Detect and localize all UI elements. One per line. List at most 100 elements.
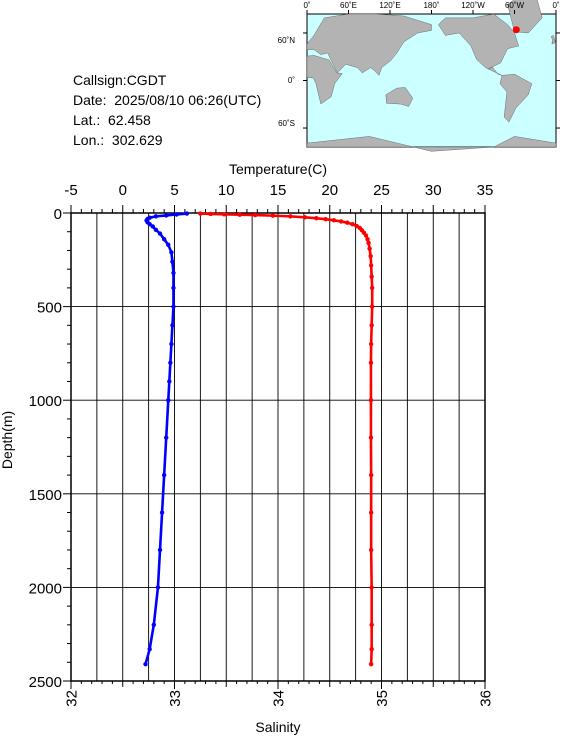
- temperature-point: [368, 510, 374, 515]
- salinity-tick-label: 33: [167, 690, 184, 707]
- salinity-point: [147, 222, 152, 227]
- temperature-point: [367, 246, 372, 251]
- grid-lines: [70, 213, 486, 681]
- temperature-point: [221, 212, 227, 217]
- temperature-point: [288, 214, 293, 219]
- salinity-point: [153, 214, 159, 219]
- salinity-point: [147, 646, 152, 652]
- salinity-point: [151, 622, 156, 628]
- temperature-point: [208, 211, 213, 217]
- frame-ticks: [63, 205, 486, 689]
- map-lon-label-5: 60˚W: [505, 1, 525, 10]
- salinity-point: [169, 250, 174, 255]
- temperature-point: [338, 219, 344, 224]
- temperature-point: [345, 220, 350, 225]
- temperature-point: [331, 218, 337, 223]
- temp-tick-label: 10: [218, 182, 235, 199]
- temp-tick-label: 30: [425, 182, 442, 199]
- map-lat-label-0: 60˚N: [278, 36, 296, 45]
- world-map: 0˚ 60˚E 120˚E 180˚ 120˚W 60˚W 0˚ 60˚N 0˚…: [278, 0, 560, 152]
- salinity-point: [164, 435, 169, 440]
- map-land: [306, 0, 557, 152]
- salinity-axis-label: Salinity: [255, 719, 300, 735]
- salinity-point: [174, 212, 179, 217]
- callsign-text: Callsign:CGDT: [73, 72, 167, 88]
- temperature-point: [302, 215, 308, 220]
- cast-info: Callsign:CGDT Date: 2025/08/10 06:26(UTC…: [73, 70, 261, 150]
- temperature-point: [369, 285, 375, 291]
- salinity-point: [161, 472, 167, 478]
- temp-tick-label: -5: [64, 182, 77, 199]
- salinity-point: [150, 224, 155, 229]
- temp-tick-label: 20: [321, 182, 338, 199]
- map-ticks: [303, 10, 560, 129]
- temperature-point: [368, 398, 374, 403]
- temperature-point: [237, 212, 242, 217]
- station-marker: [512, 26, 520, 34]
- map-uk: [550, 35, 556, 45]
- temperature-point: [198, 211, 203, 216]
- temp-tick-label: 0: [119, 182, 127, 199]
- map-lon-label-3: 180˚: [423, 1, 439, 10]
- temp-tick-label: 25: [373, 182, 390, 199]
- salinity-point: [155, 585, 161, 590]
- salinity-point: [171, 285, 176, 291]
- salinity-point: [166, 242, 171, 248]
- temp-tick-label: 15: [270, 182, 287, 199]
- salinity-point: [164, 213, 169, 218]
- salinity-point: [170, 259, 175, 264]
- map-lon-label-0: 0˚: [303, 1, 310, 10]
- longitude-text: Lon.: 302.629: [73, 132, 163, 148]
- salinity-point: [157, 231, 163, 236]
- salinity-point: [171, 304, 176, 309]
- map-lat-label-2: 60˚S: [278, 119, 295, 128]
- temperature-point: [368, 253, 373, 259]
- map-antarctica: [306, 136, 557, 152]
- temperature-point: [368, 435, 374, 440]
- temperature-point: [350, 222, 355, 227]
- salinity-point: [184, 211, 190, 216]
- temperature-point: [323, 216, 328, 222]
- salinity-tick-label: 36: [478, 690, 495, 707]
- depth-tick-label: 2500: [29, 674, 62, 691]
- depth-tick-label: 2000: [29, 580, 62, 597]
- temperature-point: [253, 212, 258, 218]
- temp-tick-label: 5: [170, 182, 178, 199]
- temperature-point: [369, 323, 374, 328]
- salinity-point: [157, 547, 163, 553]
- depth-tick-label: 1500: [29, 487, 62, 504]
- map-greenland: [507, 0, 543, 34]
- salinity-point: [159, 510, 165, 515]
- map-south-america: [499, 73, 533, 123]
- temperature-point: [368, 263, 374, 268]
- map-north-america: [438, 13, 519, 76]
- depth-tick-label: 1000: [29, 393, 62, 410]
- temperature-point: [369, 646, 374, 652]
- series-layer: [143, 211, 375, 667]
- salinity-point: [168, 360, 173, 365]
- salinity-point: [170, 323, 175, 328]
- date-text: Date: 2025/08/10 06:26(UTC): [73, 92, 262, 108]
- temperature-point: [270, 213, 276, 218]
- salinity-tick-label: 34: [271, 690, 288, 707]
- temp-tick-label: 35: [477, 182, 494, 199]
- depth-tick-label: 0: [54, 206, 62, 223]
- temperature-point: [369, 304, 375, 309]
- map-africa: [306, 55, 343, 105]
- map-australia: [385, 87, 414, 107]
- temperature-point: [368, 341, 374, 347]
- temperature-point: [369, 274, 374, 279]
- salinity-point: [166, 398, 171, 403]
- salinity-tick-label: 35: [374, 690, 391, 707]
- depth-axis-label: Depth(m): [0, 411, 15, 469]
- salinity-point: [171, 270, 176, 276]
- map-lon-label-2: 120˚E: [379, 1, 400, 10]
- temperature-point: [368, 547, 374, 553]
- salinity-point: [167, 379, 172, 384]
- map-eurasia: [306, 13, 432, 76]
- temperature-point: [365, 237, 370, 242]
- map-lat-label-1: 0˚: [288, 76, 295, 85]
- temperature-point: [363, 233, 369, 238]
- salinity-point: [161, 237, 167, 242]
